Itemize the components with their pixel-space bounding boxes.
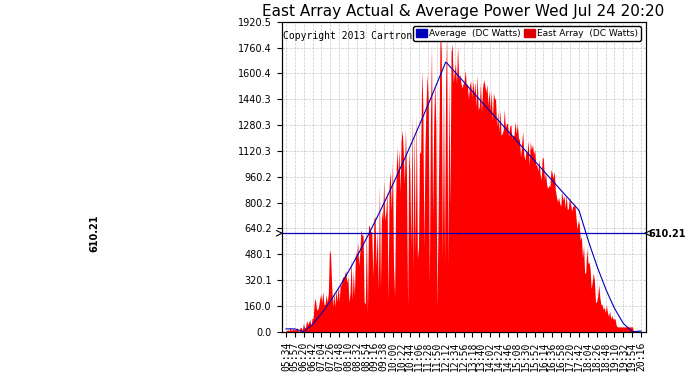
Text: Copyright 2013 Cartronics.com: Copyright 2013 Cartronics.com [284, 31, 454, 41]
Legend: Average  (DC Watts), East Array  (DC Watts): Average (DC Watts), East Array (DC Watts… [413, 26, 641, 40]
Title: East Array Actual & Average Power Wed Jul 24 20:20: East Array Actual & Average Power Wed Ju… [262, 4, 664, 19]
Text: 610.21: 610.21 [90, 214, 99, 252]
